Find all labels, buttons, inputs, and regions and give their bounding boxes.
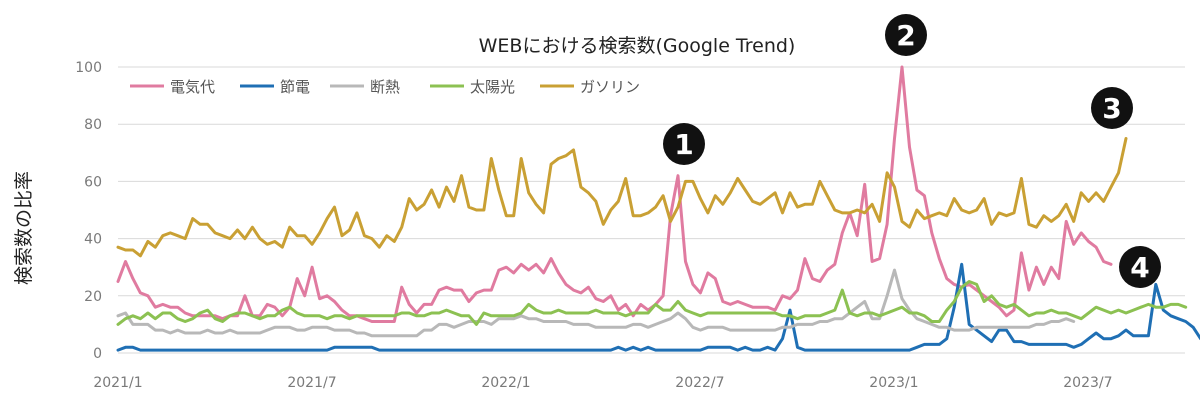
y-tick-label: 60 [84,174,102,190]
y-axis-label: 検索数の比率 [13,171,35,285]
series-line-3 [116,280,1188,326]
annotation-badges: 1 2 3 4 [663,14,1161,288]
x-tick-label: 2022/7 [675,375,724,391]
y-tick-label: 100 [75,60,102,76]
legend-label: 電気代 [170,78,215,96]
annotation-badge [663,123,705,165]
y-tick-label: 20 [84,289,102,305]
series-line-2 [116,268,1076,338]
legend-label: ガソリン [580,78,640,96]
x-tick-label: 2022/1 [481,375,530,391]
annotation-badge [1091,87,1133,129]
x-tick-label: 2021/7 [287,375,336,391]
gridlines [118,66,1185,354]
x-tick-label: 2023/1 [869,375,918,391]
y-tick-label: 40 [84,232,102,248]
x-tick-labels: 2021/1 2021/7 2022/1 2022/7 2023/1 2023/7 [93,375,1112,391]
series-line-0 [116,65,1113,323]
x-tick-label: 2021/1 [93,375,142,391]
series-lines [116,65,1200,352]
annotation-badge-label: 1 [674,128,693,161]
annotation-badge [1119,246,1161,288]
series-line-4 [116,137,1128,258]
annotation-badge [885,14,927,56]
y-tick-labels: 0 20 40 60 80 100 [75,60,102,362]
y-tick-label: 80 [84,117,102,133]
x-tick-label: 2023/7 [1063,375,1112,391]
legend-label: 太陽光 [470,78,515,96]
series-line-1 [116,262,1200,352]
chart-title: WEBにおける検索数(Google Trend) [479,35,796,57]
legend-label: 節電 [280,78,310,96]
annotation-badge-label: 3 [1102,92,1121,125]
annotation-badge-label: 2 [896,19,915,52]
y-tick-label: 0 [93,346,102,362]
annotation-badge-label: 4 [1130,251,1149,284]
legend: 電気代 節電 断熱 太陽光 ガソリン [130,78,640,96]
legend-label: 断熱 [370,78,400,96]
